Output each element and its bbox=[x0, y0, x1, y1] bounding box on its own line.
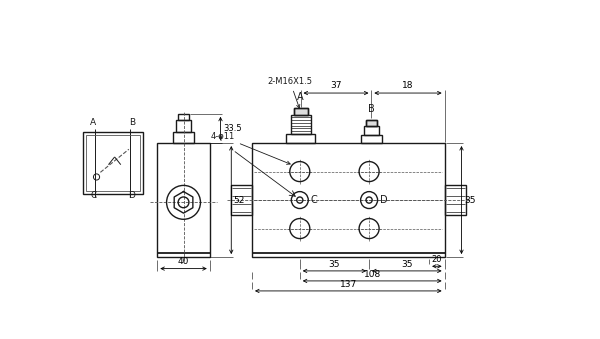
Text: C: C bbox=[91, 191, 97, 200]
Bar bbox=[293, 108, 308, 115]
Bar bbox=[83, 132, 143, 194]
Bar bbox=[286, 134, 315, 143]
Bar bbox=[230, 185, 252, 216]
Bar bbox=[364, 126, 379, 135]
Text: 40: 40 bbox=[178, 257, 189, 266]
Text: 37: 37 bbox=[330, 81, 342, 90]
Text: D: D bbox=[380, 195, 388, 205]
Bar bbox=[178, 114, 189, 120]
Text: 33.5: 33.5 bbox=[223, 124, 241, 133]
Bar bbox=[86, 135, 140, 191]
Text: D: D bbox=[128, 191, 136, 200]
Bar bbox=[173, 132, 194, 143]
Bar bbox=[290, 115, 311, 134]
Bar bbox=[252, 143, 445, 257]
Text: 20: 20 bbox=[431, 255, 442, 264]
Text: B: B bbox=[129, 118, 135, 127]
Text: 18: 18 bbox=[402, 81, 414, 90]
Bar bbox=[366, 120, 377, 126]
Bar bbox=[157, 143, 210, 257]
Bar bbox=[361, 135, 382, 143]
Bar bbox=[176, 120, 191, 132]
Text: A: A bbox=[91, 118, 97, 127]
Text: 35: 35 bbox=[401, 260, 413, 268]
Text: 108: 108 bbox=[364, 270, 381, 279]
Text: 35: 35 bbox=[464, 196, 475, 204]
Bar bbox=[366, 120, 377, 126]
Text: C: C bbox=[311, 195, 317, 205]
Bar bbox=[293, 108, 308, 115]
Text: 137: 137 bbox=[340, 280, 357, 288]
Text: 35: 35 bbox=[329, 260, 340, 268]
Text: 4-φ11: 4-φ11 bbox=[211, 132, 290, 164]
Text: A: A bbox=[297, 92, 304, 102]
Text: 2-M16X1.5: 2-M16X1.5 bbox=[268, 77, 313, 108]
Bar bbox=[445, 185, 466, 216]
Text: 52: 52 bbox=[233, 196, 245, 204]
Text: B: B bbox=[368, 104, 375, 114]
